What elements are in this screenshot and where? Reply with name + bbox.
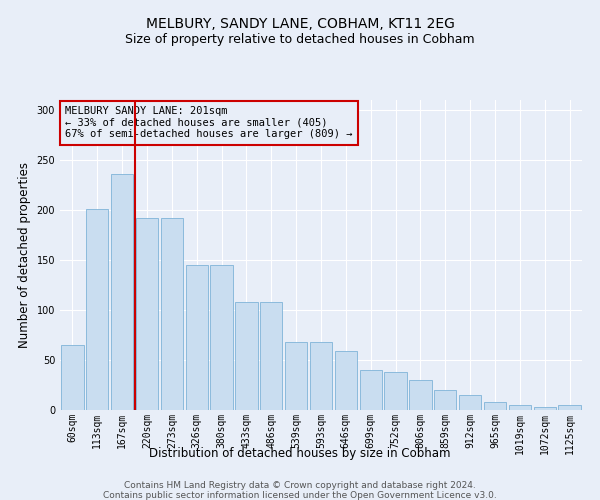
- Bar: [409, 380, 431, 410]
- Bar: [136, 218, 158, 410]
- Bar: [111, 174, 133, 410]
- Bar: [185, 265, 208, 410]
- Bar: [235, 302, 257, 410]
- Bar: [310, 342, 332, 410]
- Bar: [211, 265, 233, 410]
- Bar: [484, 402, 506, 410]
- Text: Size of property relative to detached houses in Cobham: Size of property relative to detached ho…: [125, 32, 475, 46]
- Text: Contains public sector information licensed under the Open Government Licence v3: Contains public sector information licen…: [103, 491, 497, 500]
- Bar: [459, 395, 481, 410]
- Bar: [285, 342, 307, 410]
- Bar: [509, 405, 531, 410]
- Bar: [359, 370, 382, 410]
- Bar: [385, 372, 407, 410]
- Bar: [434, 390, 457, 410]
- Text: MELBURY SANDY LANE: 201sqm
← 33% of detached houses are smaller (405)
67% of sem: MELBURY SANDY LANE: 201sqm ← 33% of deta…: [65, 106, 353, 140]
- Text: MELBURY, SANDY LANE, COBHAM, KT11 2EG: MELBURY, SANDY LANE, COBHAM, KT11 2EG: [146, 18, 454, 32]
- Bar: [161, 218, 183, 410]
- Text: Distribution of detached houses by size in Cobham: Distribution of detached houses by size …: [149, 448, 451, 460]
- Bar: [533, 407, 556, 410]
- Bar: [260, 302, 283, 410]
- Y-axis label: Number of detached properties: Number of detached properties: [18, 162, 31, 348]
- Bar: [335, 351, 357, 410]
- Bar: [86, 209, 109, 410]
- Bar: [559, 405, 581, 410]
- Bar: [61, 345, 83, 410]
- Text: Contains HM Land Registry data © Crown copyright and database right 2024.: Contains HM Land Registry data © Crown c…: [124, 481, 476, 490]
